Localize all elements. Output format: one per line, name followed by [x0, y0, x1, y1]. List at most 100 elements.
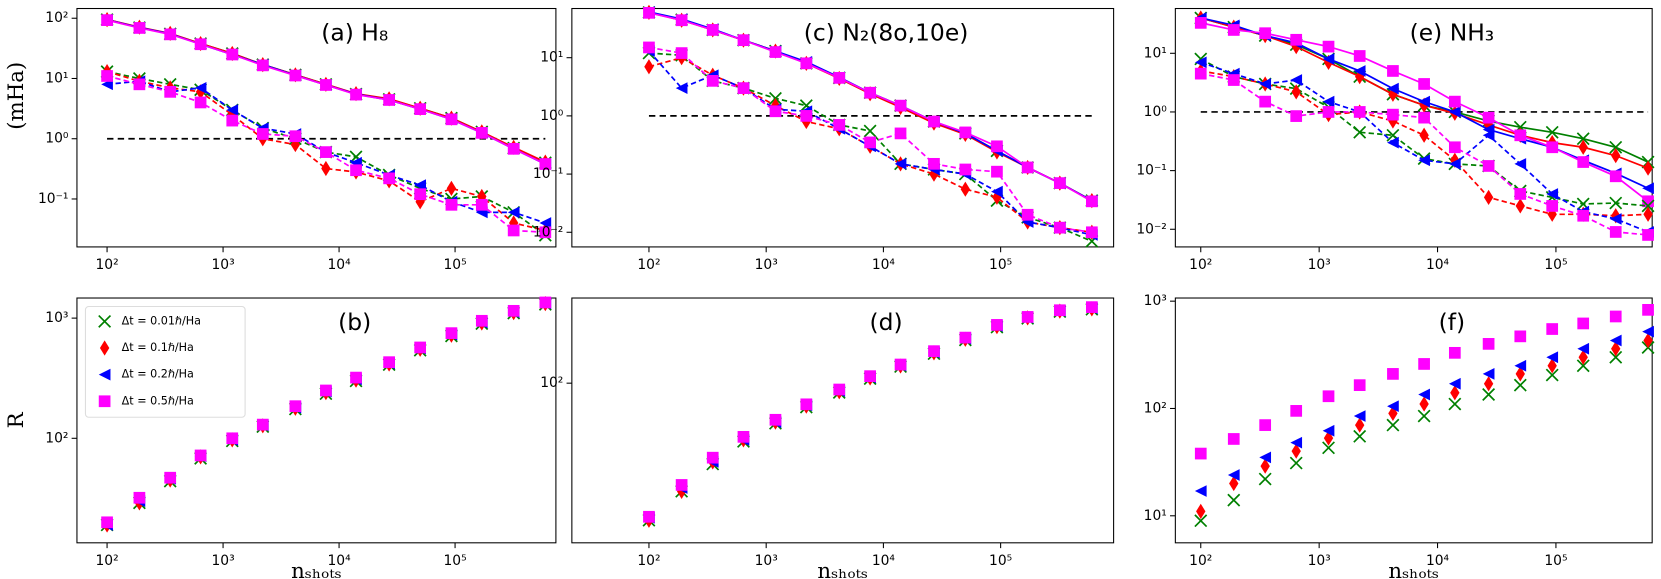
- marker: [539, 226, 552, 239]
- y-axis-label: (mHa): [4, 62, 29, 130]
- marker: [737, 430, 750, 443]
- marker: [675, 82, 688, 94]
- marker: [644, 59, 654, 75]
- x-tick-label: 10⁴: [327, 257, 351, 273]
- marker: [194, 38, 207, 51]
- marker: [1482, 111, 1495, 124]
- marker: [539, 217, 552, 229]
- y-tick-label: 10¹: [45, 70, 68, 86]
- x-tick-label: 10²: [95, 257, 118, 273]
- x-axis-label: nₛₕₒₜₛ: [817, 559, 868, 579]
- x-tick-label: 10³: [211, 553, 234, 569]
- marker: [1482, 160, 1495, 172]
- marker: [1545, 125, 1559, 139]
- x-tick-label: 10²: [1189, 257, 1212, 273]
- panel-title: (b): [338, 308, 371, 336]
- marker: [101, 70, 113, 82]
- marker: [1353, 410, 1366, 422]
- marker: [507, 224, 520, 237]
- marker: [289, 400, 302, 413]
- marker: [1227, 74, 1240, 86]
- series-line: [106, 70, 546, 232]
- x-tick-label: 10⁵: [443, 553, 466, 569]
- marker: [1450, 385, 1460, 401]
- marker: [226, 432, 239, 445]
- marker: [833, 119, 846, 131]
- marker: [1387, 368, 1399, 380]
- x-tick-label: 10³: [755, 553, 778, 569]
- marker: [507, 142, 520, 155]
- marker: [1227, 493, 1241, 507]
- marker: [1643, 160, 1653, 176]
- marker: [894, 127, 907, 140]
- marker: [1609, 196, 1623, 210]
- marker: [1609, 213, 1622, 225]
- marker: [1021, 208, 1034, 221]
- x-tick-label: 10⁴: [1426, 553, 1450, 569]
- marker: [226, 114, 239, 127]
- marker: [1353, 125, 1367, 139]
- plot-frame: [76, 7, 557, 248]
- marker: [445, 113, 458, 126]
- marker: [1641, 199, 1655, 213]
- marker: [1227, 469, 1240, 481]
- marker: [706, 74, 719, 87]
- marker: [289, 69, 302, 82]
- marker: [1085, 226, 1098, 239]
- marker: [1229, 475, 1239, 492]
- y-tick-label: 10⁻²: [1136, 221, 1166, 237]
- x-axis-label: nₛₕₒₜₛ: [291, 559, 342, 579]
- marker: [1322, 424, 1335, 437]
- marker: [1642, 195, 1654, 208]
- marker: [1546, 323, 1559, 335]
- marker: [1227, 24, 1240, 36]
- marker: [1448, 377, 1461, 390]
- marker: [675, 47, 688, 59]
- marker: [133, 22, 146, 34]
- marker: [414, 179, 427, 191]
- y-tick-label: 10⁻¹: [1136, 163, 1166, 179]
- marker: [164, 85, 177, 98]
- marker: [1085, 301, 1098, 313]
- marker: [1323, 430, 1334, 446]
- marker: [959, 163, 972, 176]
- marker: [1609, 350, 1623, 364]
- marker: [675, 479, 688, 491]
- marker: [1418, 95, 1430, 108]
- marker: [991, 185, 1003, 198]
- x-tick-label: 10³: [1308, 257, 1331, 273]
- marker: [959, 126, 972, 139]
- marker: [1194, 447, 1207, 460]
- marker: [98, 395, 111, 408]
- marker: [737, 34, 750, 47]
- marker: [1514, 359, 1527, 372]
- marker: [1577, 342, 1590, 355]
- marker: [320, 384, 332, 397]
- marker: [350, 164, 362, 177]
- marker: [1609, 170, 1622, 183]
- y-tick-label: 10⁻²: [533, 224, 563, 240]
- marker: [98, 368, 111, 381]
- marker: [1642, 229, 1654, 241]
- y-tick-label: 10⁻¹: [38, 191, 68, 207]
- marker: [383, 356, 395, 369]
- marker: [1259, 78, 1272, 90]
- marker: [1578, 139, 1588, 155]
- marker: [1448, 158, 1461, 170]
- x-tick-label: 10⁵: [989, 553, 1012, 569]
- y-tick-label: 10¹: [1144, 45, 1167, 61]
- marker: [1419, 396, 1429, 412]
- marker: [475, 198, 488, 211]
- marker: [1353, 106, 1366, 118]
- marker: [1547, 358, 1557, 374]
- legend-box: [84, 305, 246, 418]
- marker: [769, 105, 782, 118]
- marker: [350, 88, 362, 101]
- marker: [1482, 368, 1495, 380]
- legend-label: Δt = 0.1ℏ/Ha: [122, 341, 194, 354]
- marker: [414, 188, 427, 201]
- marker: [991, 319, 1003, 331]
- marker: [1609, 334, 1622, 347]
- marker: [1482, 338, 1495, 350]
- y-tick-label: 10¹: [540, 50, 563, 66]
